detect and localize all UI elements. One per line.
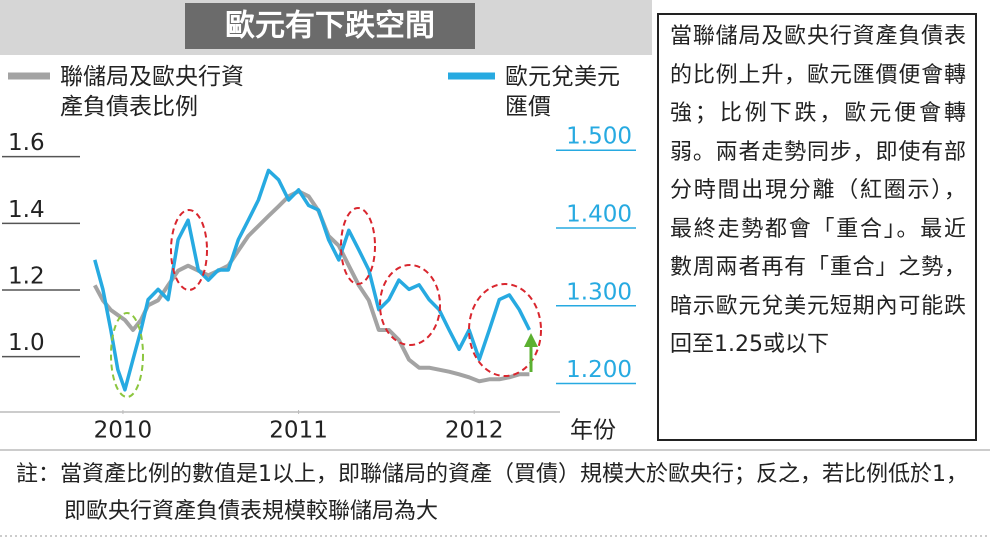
y2-tick-label: 1.400	[566, 202, 632, 228]
series-line	[93, 168, 531, 392]
legend-label: 聯儲局及歐央行資產負債表比例	[60, 64, 244, 120]
x-tick-label: 2010	[94, 418, 153, 444]
x-axis-label: 年份	[570, 418, 616, 444]
red-circle	[170, 209, 208, 291]
chart-title: 歐元有下跌空間	[225, 9, 435, 44]
green-circle	[110, 312, 144, 398]
y-tick-label: 1.0	[8, 330, 45, 356]
series-line	[93, 189, 530, 384]
annotation-box	[657, 13, 977, 441]
legend-label: 歐元兌美元匯價	[505, 64, 620, 120]
green-arrowhead	[524, 333, 538, 347]
highlight-circles	[170, 207, 542, 377]
y2-tick-label: 1.300	[566, 279, 632, 305]
title-box	[185, 3, 475, 49]
x-tick-label: 2011	[269, 418, 328, 444]
red-circle	[340, 207, 376, 285]
y-tick-label: 1.4	[8, 197, 45, 223]
red-circle	[379, 264, 441, 346]
x-tick-label: 2012	[445, 418, 504, 444]
plot-area: 1.0 1.2 1.4 1.6 1.200 1.300 1.400 1.500 2010 2011…	[2, 124, 636, 444]
note-text: 註：當資產比例的數值是1以上，即聯儲局的資產（買債）規模大於歐央行；反之，若比例…	[16, 462, 968, 524]
y2-tick-label: 1.200	[566, 357, 632, 383]
red-circle	[468, 283, 542, 377]
y-tick-label: 1.2	[8, 264, 45, 290]
annotation-text: 當聯儲局及歐央行資產負債表的比例上升，歐元匯價便會轉強；比例下跌，歐元便會轉弱。…	[670, 24, 966, 357]
y2-tick-label: 1.500	[566, 124, 632, 150]
y-tick-label: 1.6	[8, 130, 45, 156]
